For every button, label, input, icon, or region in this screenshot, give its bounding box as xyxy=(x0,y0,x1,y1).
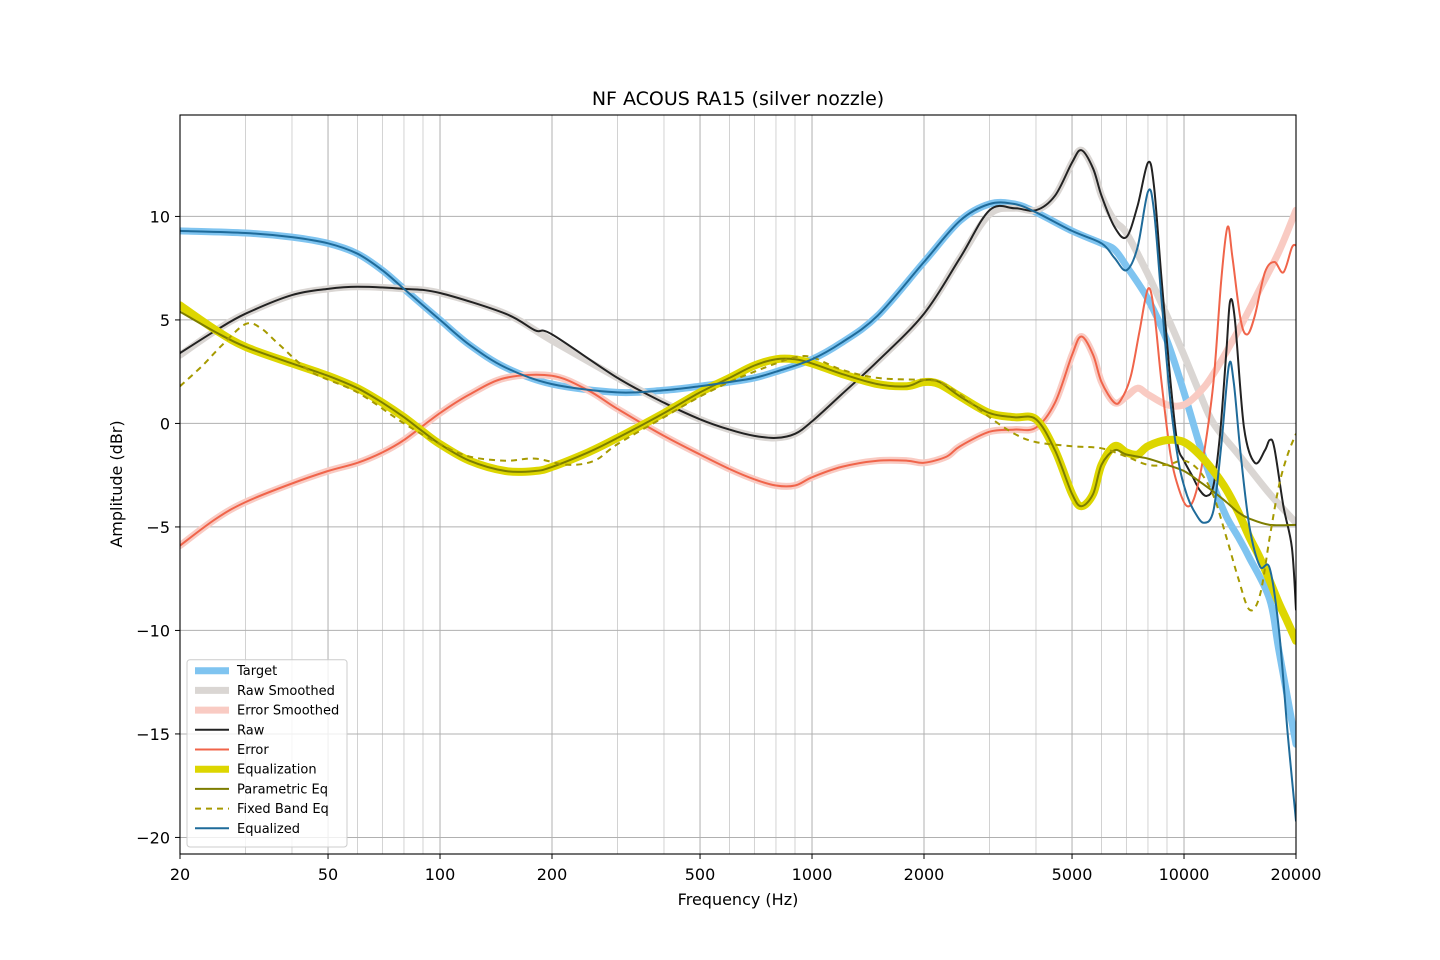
x-tick-label: 20000 xyxy=(1271,865,1322,884)
legend-label-parametric-eq: Parametric Eq xyxy=(237,782,328,797)
x-tick-label: 2000 xyxy=(904,865,945,884)
legend-label-error-smoothed: Error Smoothed xyxy=(237,704,339,719)
x-tick-label: 10000 xyxy=(1159,865,1210,884)
y-tick-label: −20 xyxy=(136,828,170,847)
legend-label-equalization: Equalization xyxy=(237,763,317,778)
y-tick-label: −10 xyxy=(136,621,170,640)
y-tick-label: −5 xyxy=(146,518,170,537)
x-tick-label: 5000 xyxy=(1052,865,1093,884)
y-tick-label: −15 xyxy=(136,725,170,744)
x-axis-label: Frequency (Hz) xyxy=(678,890,799,909)
y-axis-label: Amplitude (dBr) xyxy=(107,420,126,547)
y-tick-label: 0 xyxy=(160,414,170,433)
legend-label-raw: Raw xyxy=(237,723,265,738)
x-tick-label: 200 xyxy=(537,865,568,884)
legend-label-raw-smoothed: Raw Smoothed xyxy=(237,684,335,699)
x-tick-label: 20 xyxy=(170,865,190,884)
legend-label-error: Error xyxy=(237,743,269,758)
chart-legend: Target Raw Smoothed Error Smoothed Raw Error… xyxy=(187,660,347,847)
y-tick-label: 10 xyxy=(150,207,170,226)
y-tick-label: 5 xyxy=(160,311,170,330)
x-tick-label: 50 xyxy=(318,865,338,884)
x-tick-label: 1000 xyxy=(792,865,833,884)
chart-title: NF ACOUS RA15 (silver nozzle) xyxy=(592,88,884,110)
legend-label-fixed-band-eq: Fixed Band Eq xyxy=(237,802,329,817)
legend-label-equalized: Equalized xyxy=(237,822,300,837)
x-tick-label: 100 xyxy=(425,865,456,884)
legend-label-target: Target xyxy=(236,664,277,679)
x-tick-label: 500 xyxy=(685,865,716,884)
